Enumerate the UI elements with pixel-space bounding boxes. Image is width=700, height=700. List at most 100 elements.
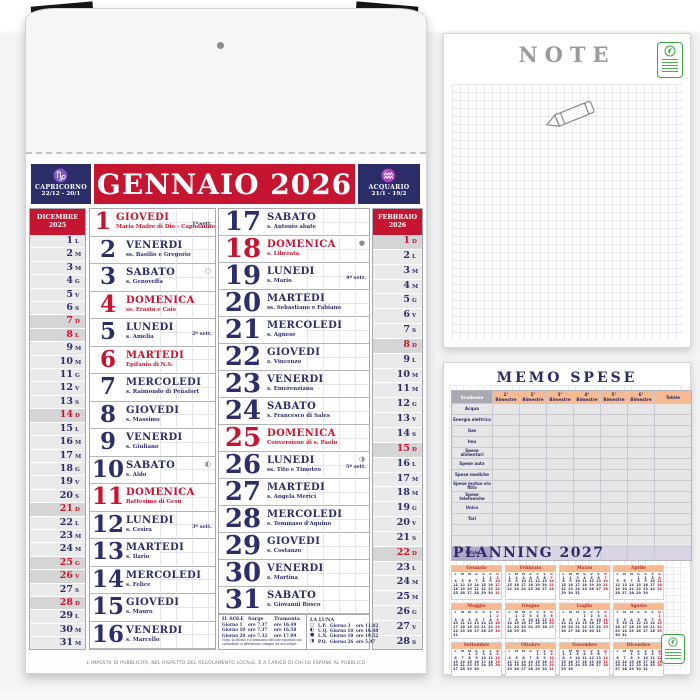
day-number: 2 [99, 235, 116, 263]
mini-day: 14 [507, 621, 512, 626]
mini-day: 15 [535, 659, 540, 664]
table-empty-cell [547, 525, 573, 535]
moon-phase-icon: ◑ [310, 637, 315, 644]
mini-day: 15 [629, 659, 634, 664]
mini-day-letter: M [75, 440, 82, 447]
mini-day: 30 [643, 590, 648, 595]
saint-name: s. Francesco di Sales [267, 413, 330, 419]
mini-month-name: Settembre [452, 642, 501, 649]
mini-day: 27 [549, 625, 554, 630]
day-info: VENERDI s. Giuliano [126, 429, 183, 456]
mini-day: 12 [514, 659, 519, 664]
mini-day: 23 [636, 663, 641, 668]
mini-day: 28 [528, 667, 533, 672]
mini-day-letter: M [75, 627, 82, 634]
day-number: 10 [91, 455, 124, 483]
mini-day-letter: M [75, 252, 82, 259]
table-total-cell [574, 547, 600, 560]
mini-day: 13 [568, 621, 573, 626]
table-empty-cell [655, 514, 691, 524]
day-name: LUNEDI [126, 322, 174, 333]
mini-day: 2 [590, 613, 593, 618]
mini-dow-label: S [543, 610, 546, 615]
mini-day: 31 [643, 667, 648, 672]
mini-dow-label: L [508, 648, 511, 653]
mini-day [487, 672, 494, 676]
mini-day: 4 [461, 617, 464, 622]
mini-day-number: 12 [396, 398, 410, 410]
mini-days: 1 2 3 4 5 6 7 8 9 10 11 12 13 14 15 16 17 18 19 20 21 22 23 24 2… [452, 614, 501, 638]
mini-day: 6 [597, 652, 600, 657]
saint-name: s. Raimondo di Peñafort [126, 389, 200, 395]
mini-day [541, 634, 548, 638]
calendar-grid: DICEMBRE 2025 1 L 2 M 3 M 4 G 5 V 6 S 7 D 8 L 9 M 10 M 11 G 12… [26, 208, 426, 651]
mini-dow-label: G [637, 572, 640, 576]
mini-day: 27 [474, 628, 479, 633]
mini-day [595, 595, 602, 599]
table-total-cell [628, 547, 654, 560]
mini-day: 9 [496, 617, 499, 622]
day-number: 5 [99, 318, 116, 345]
mini-day [548, 595, 555, 599]
day-name: MARTEDI [267, 293, 326, 304]
mini-day-letter: M [412, 595, 419, 602]
mini-day [567, 634, 574, 638]
mini-day: 1 [536, 652, 539, 657]
mini-day [494, 672, 501, 676]
mini-day: 31 [596, 628, 601, 633]
mini-day: 21 [603, 659, 608, 664]
day-number: 27 [224, 477, 262, 507]
mini-day [635, 595, 642, 599]
mini-dow-label: D [658, 648, 661, 653]
mini-day: 25 [582, 663, 587, 668]
mini-day: 22 [561, 586, 566, 591]
mini-day-number: 8 [66, 328, 73, 340]
day-info: LUNEDI s. Cesira [126, 512, 174, 539]
prev-month-column: DICEMBRE 2025 1 L 2 M 3 M 4 G 5 V 6 S 7 D 8 L 9 M 10 M 11 G 12… [29, 208, 86, 651]
sunrise-time: ore 7.37 [248, 627, 268, 633]
mini-day: 26 [514, 667, 519, 672]
mini-day [487, 595, 494, 599]
mini-day: 5 [536, 575, 539, 580]
day-name: MERCOLEDI [267, 509, 343, 520]
mini-day: 24 [481, 663, 486, 668]
table-empty-cell [547, 470, 573, 480]
mini-day-row: 25 G [30, 556, 85, 571]
table-empty-cell [520, 470, 546, 480]
mini-day-letter: L [412, 461, 416, 468]
notes-ruling [160, 540, 215, 565]
mini-dow-label: G [529, 648, 532, 653]
table-empty-cell [574, 481, 600, 491]
notes-ruling [307, 534, 369, 558]
table-empty-cell [574, 448, 600, 458]
mini-dow-label: S [597, 648, 600, 653]
mini-day: 3 [576, 652, 579, 657]
mini-day-number: 17 [396, 472, 410, 484]
mini-day-number: 4 [403, 279, 410, 291]
mini-days: 1 2 3 4 5 6 7 8 9 10 11 12 13 14 15 16 17 18 19 20 21 22 23 24 2… [452, 576, 501, 600]
mini-day: 21 [474, 586, 479, 591]
mini-day: 2 [569, 575, 572, 580]
mini-days: 1 2 3 4 5 6 7 8 9 10 11 12 13 14 15 16 17 18 19 20 21 22 23 24 2… [614, 614, 663, 638]
mini-day: 21 [549, 583, 554, 588]
saint-name: Conversione di s. Paolo [267, 440, 338, 446]
mini-dow-label: M [576, 610, 579, 615]
mini-day [520, 595, 527, 599]
mini-day: 13 [622, 583, 627, 588]
notes-ruling [307, 210, 369, 234]
mini-day-letter: D [412, 239, 417, 245]
day-row: 28 MERCOLEDI s. Tommaso d'Aquino [219, 506, 369, 533]
week-number-note: 5ª sett. [345, 463, 366, 470]
mini-day: 27 [568, 628, 573, 633]
table-empty-cell [493, 470, 519, 480]
mini-day: 2 [543, 652, 546, 657]
mini-day: 13 [521, 659, 526, 664]
mini-dow-label: L [508, 610, 511, 615]
mini-day-number: 24 [59, 543, 73, 555]
day-name: GIOVEDI [116, 212, 170, 223]
mini-day: 18 [582, 659, 587, 664]
mini-day: 6 [623, 579, 626, 584]
